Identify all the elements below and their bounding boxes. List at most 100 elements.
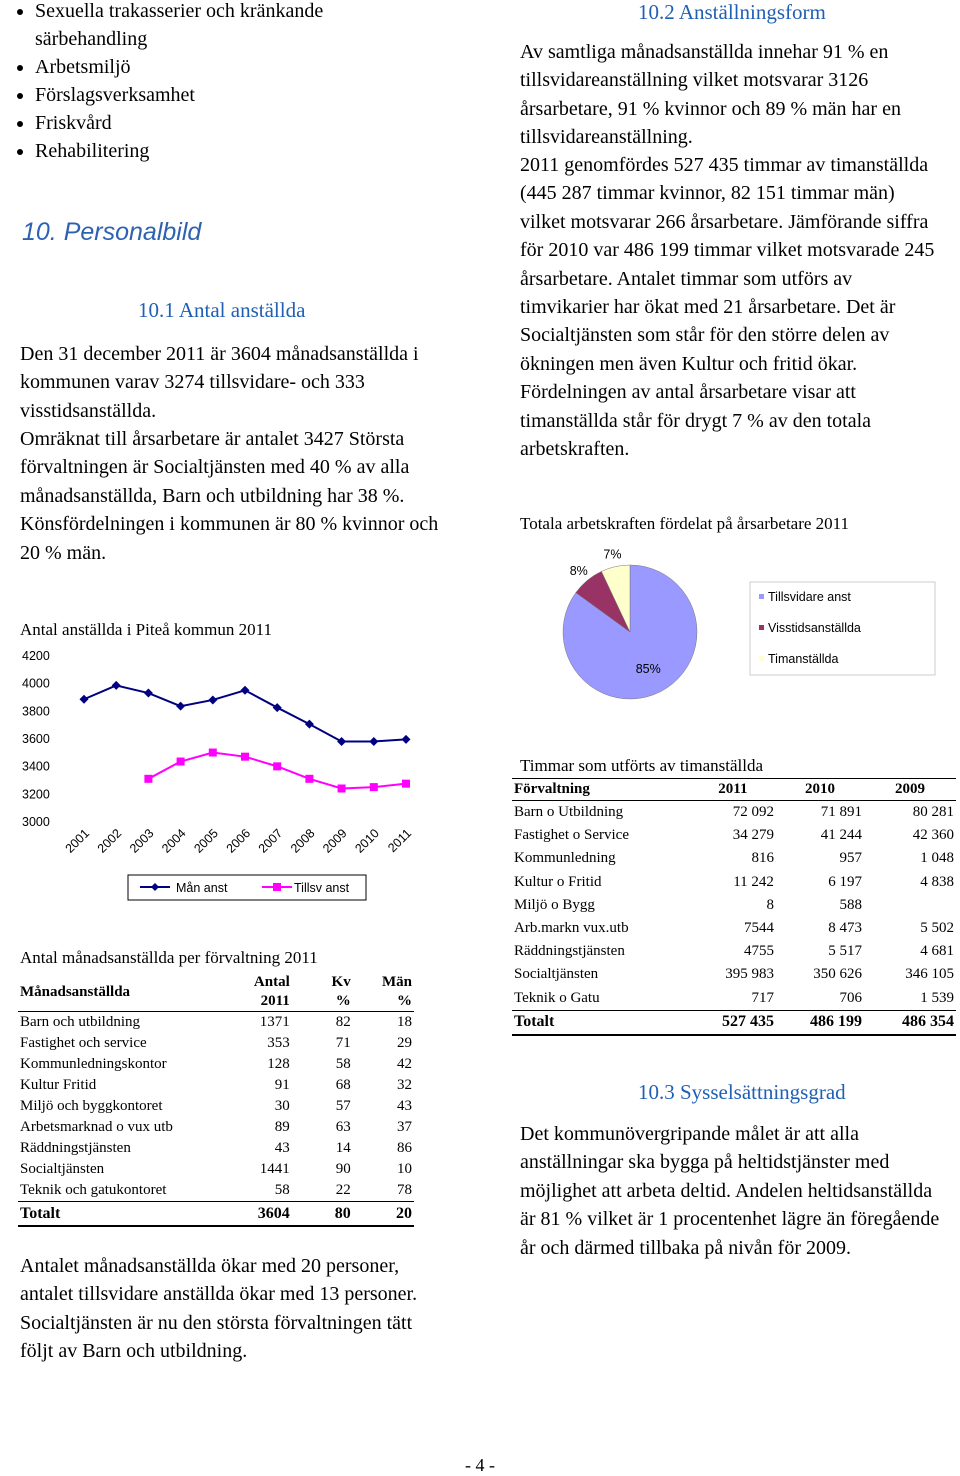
table-cell: 4 681 [920, 943, 954, 960]
table: Förvaltning 2011 2010 2009 Barn o Utbildning… [512, 778, 956, 1036]
table-cell: 6 197 [828, 873, 863, 890]
marker [208, 748, 217, 757]
table-cell: 1 539 [920, 989, 954, 1006]
marker [208, 695, 218, 705]
legend-swatch [759, 625, 764, 630]
total-cell: 527 435 [721, 1013, 774, 1031]
table-cell: Miljö och byggkontoret [20, 1098, 163, 1114]
legend-box [749, 581, 936, 676]
x-tick-label: 2007 [256, 826, 286, 856]
table-cell: 43 [274, 1140, 290, 1156]
table-cell: 68 [335, 1077, 351, 1093]
legend-marker [273, 883, 281, 891]
legend-marker [151, 883, 159, 891]
table-cell: Arbetsmarknad o vux utb [20, 1119, 173, 1135]
table-cell: Kultur Fritid [20, 1077, 97, 1093]
paragraph: Omräknat till årsarbetare är antalet 342… [20, 428, 439, 564]
table-cell: 57 [335, 1098, 351, 1114]
x-tick-label: 2009 [320, 826, 350, 856]
y-tick-label: 3000 [22, 815, 50, 829]
marker [144, 774, 153, 783]
marker [176, 757, 185, 766]
legend-label: Tillsvidare anst [768, 590, 851, 604]
total-cell: Totalt [514, 1013, 555, 1031]
table-cell: Arb.markn vux.utb [514, 920, 629, 937]
x-tick-label: 2003 [127, 826, 157, 856]
table-cell: 58 [335, 1056, 351, 1072]
table-row: Kommunledningskontor 128 58 42 [18, 1054, 414, 1075]
column-header: 2009 [895, 781, 926, 797]
table-cell: 588 [839, 896, 863, 913]
table-cell: Teknik och gatukontoret [20, 1182, 167, 1198]
table-row: Barn o Utbildning 72 092 71 891 80 281 [512, 801, 956, 825]
column-header: Månadsanställda [20, 983, 131, 1000]
table-cell: 71 [335, 1035, 351, 1051]
table-cell: 32 [397, 1077, 412, 1093]
table-cell: 42 [397, 1056, 412, 1072]
column-header: 2011 [718, 781, 748, 797]
table-cell: 89 [274, 1119, 290, 1135]
table-cell: 128 [267, 1056, 290, 1072]
marker [304, 719, 314, 729]
header-row: Månadsanställda Antal 2011 Kv % Män % [18, 973, 414, 1012]
table-cell: 4755 [743, 943, 774, 960]
bullet: Förslagsverksamhet [35, 81, 435, 109]
marker [241, 752, 249, 761]
marker [401, 734, 411, 744]
table-cell: Socialtjänsten [20, 1161, 105, 1177]
table-cell: Teknik o Gatu [514, 989, 600, 1006]
table-cell: 717 [751, 989, 774, 1006]
table-row: Räddningstjänsten 4755 5 517 4 681 [512, 940, 956, 963]
table-title: Timmar som utförts av timanställda [520, 756, 764, 775]
header-row: Förvaltning 2011 2010 2009 [512, 778, 956, 801]
table-cell: 90 [335, 1161, 351, 1177]
x-tick-label: 2005 [191, 826, 221, 856]
table-cell: Fastighet o Service [514, 827, 629, 844]
column-header: Förvaltning [514, 781, 590, 797]
table-cell: Fastighet och service [20, 1035, 147, 1051]
table-cell: 1441 [259, 1161, 290, 1177]
table-cell: Socialtjänsten [514, 966, 599, 983]
data-label: 7% [603, 548, 621, 562]
table-row: Miljö o Bygg 8 588 [512, 894, 956, 917]
table-row: Socialtjänsten 1441 90 10 [18, 1159, 414, 1180]
table-cell: 1371 [259, 1014, 290, 1030]
total-cell: 3604 [257, 1204, 290, 1222]
table: Månadsanställda Antal 2011 Kv % Män % Barn o… [18, 973, 414, 1227]
marker [369, 783, 378, 792]
table-title: Antal månadsanställda per förvaltning 20… [20, 948, 318, 967]
total-cell: 80 [334, 1204, 351, 1222]
table-cell: 58 [274, 1182, 290, 1198]
table-cell: 4 838 [920, 873, 954, 890]
table-row: Teknik och gatukontoret 58 22 78 [18, 1180, 414, 1202]
paragraph: Den 31 december 2011 är 3604 månadsanstä… [20, 343, 419, 422]
chart-title: Totala arbetskraften fördelat på årsarbe… [520, 514, 850, 533]
section-heading: 10.1 Antal anställda [138, 298, 306, 322]
section-heading: 10.2 Anställningsform [638, 0, 826, 24]
legend-label: Tillsv anst [294, 881, 350, 895]
marker [337, 736, 347, 746]
marker [402, 779, 410, 788]
total-cell: 486 354 [902, 1013, 954, 1031]
table-cell: 71 891 [820, 804, 863, 821]
x-tick-label: 2006 [224, 826, 254, 856]
x-tick-label: 2008 [288, 826, 318, 856]
table-cell: Kultur o Fritid [514, 873, 602, 890]
table-cell: Räddningstjänsten [20, 1140, 131, 1156]
legend-label: Mån anst [176, 881, 228, 895]
data-label: 85% [636, 662, 661, 676]
y-tick-label: 3400 [22, 760, 50, 774]
marker [273, 762, 282, 771]
table-row: Fastighet och service 353 71 29 [18, 1033, 414, 1054]
legend-label: Visstidsanställda [768, 621, 861, 635]
table-cell: 82 [335, 1014, 351, 1030]
table-cell: 395 983 [725, 966, 774, 983]
y-tick-label: 3600 [22, 732, 50, 746]
table-row: Arbetsmarknad o vux utb 89 63 37 [18, 1117, 414, 1138]
table-row: Arb.markn vux.utb 7544 8 473 5 502 [512, 917, 956, 940]
table-cell: 22 [335, 1182, 351, 1198]
table-cell: Barn o Utbildning [514, 804, 624, 821]
bullet: Arbetsmiljö [35, 53, 435, 81]
table-cell: 42 360 [912, 827, 954, 844]
